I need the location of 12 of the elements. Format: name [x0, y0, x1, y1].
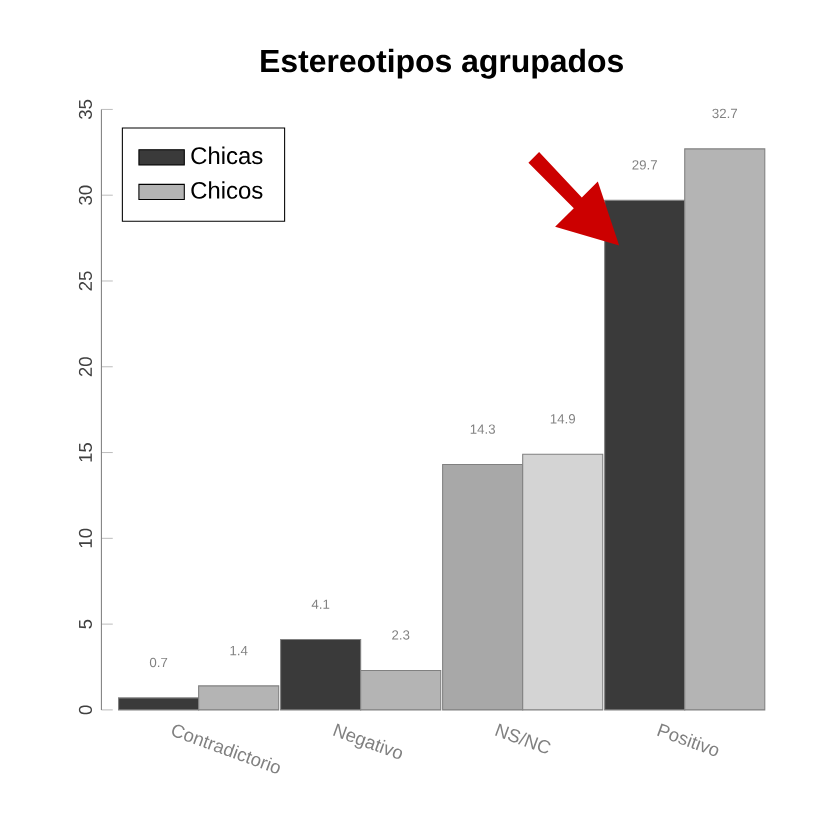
- chart-title: Estereotipos agrupados: [260, 48, 623, 79]
- y-tick-label: 20: [78, 357, 92, 377]
- y-tick-label: 15: [78, 443, 92, 462]
- y-tick-label: 30: [78, 185, 92, 205]
- y-tick-label: 10: [78, 528, 92, 548]
- y-tick-label: 35: [78, 99, 92, 120]
- y-tick-label: 0: [78, 705, 92, 715]
- x-tick-label: NS/NC: [494, 723, 551, 754]
- y-tick-label: 25: [78, 271, 92, 291]
- legend-label: Chicos: [191, 181, 263, 199]
- y-tick-label: 5: [78, 619, 92, 629]
- legend-label: Chicas: [191, 146, 263, 165]
